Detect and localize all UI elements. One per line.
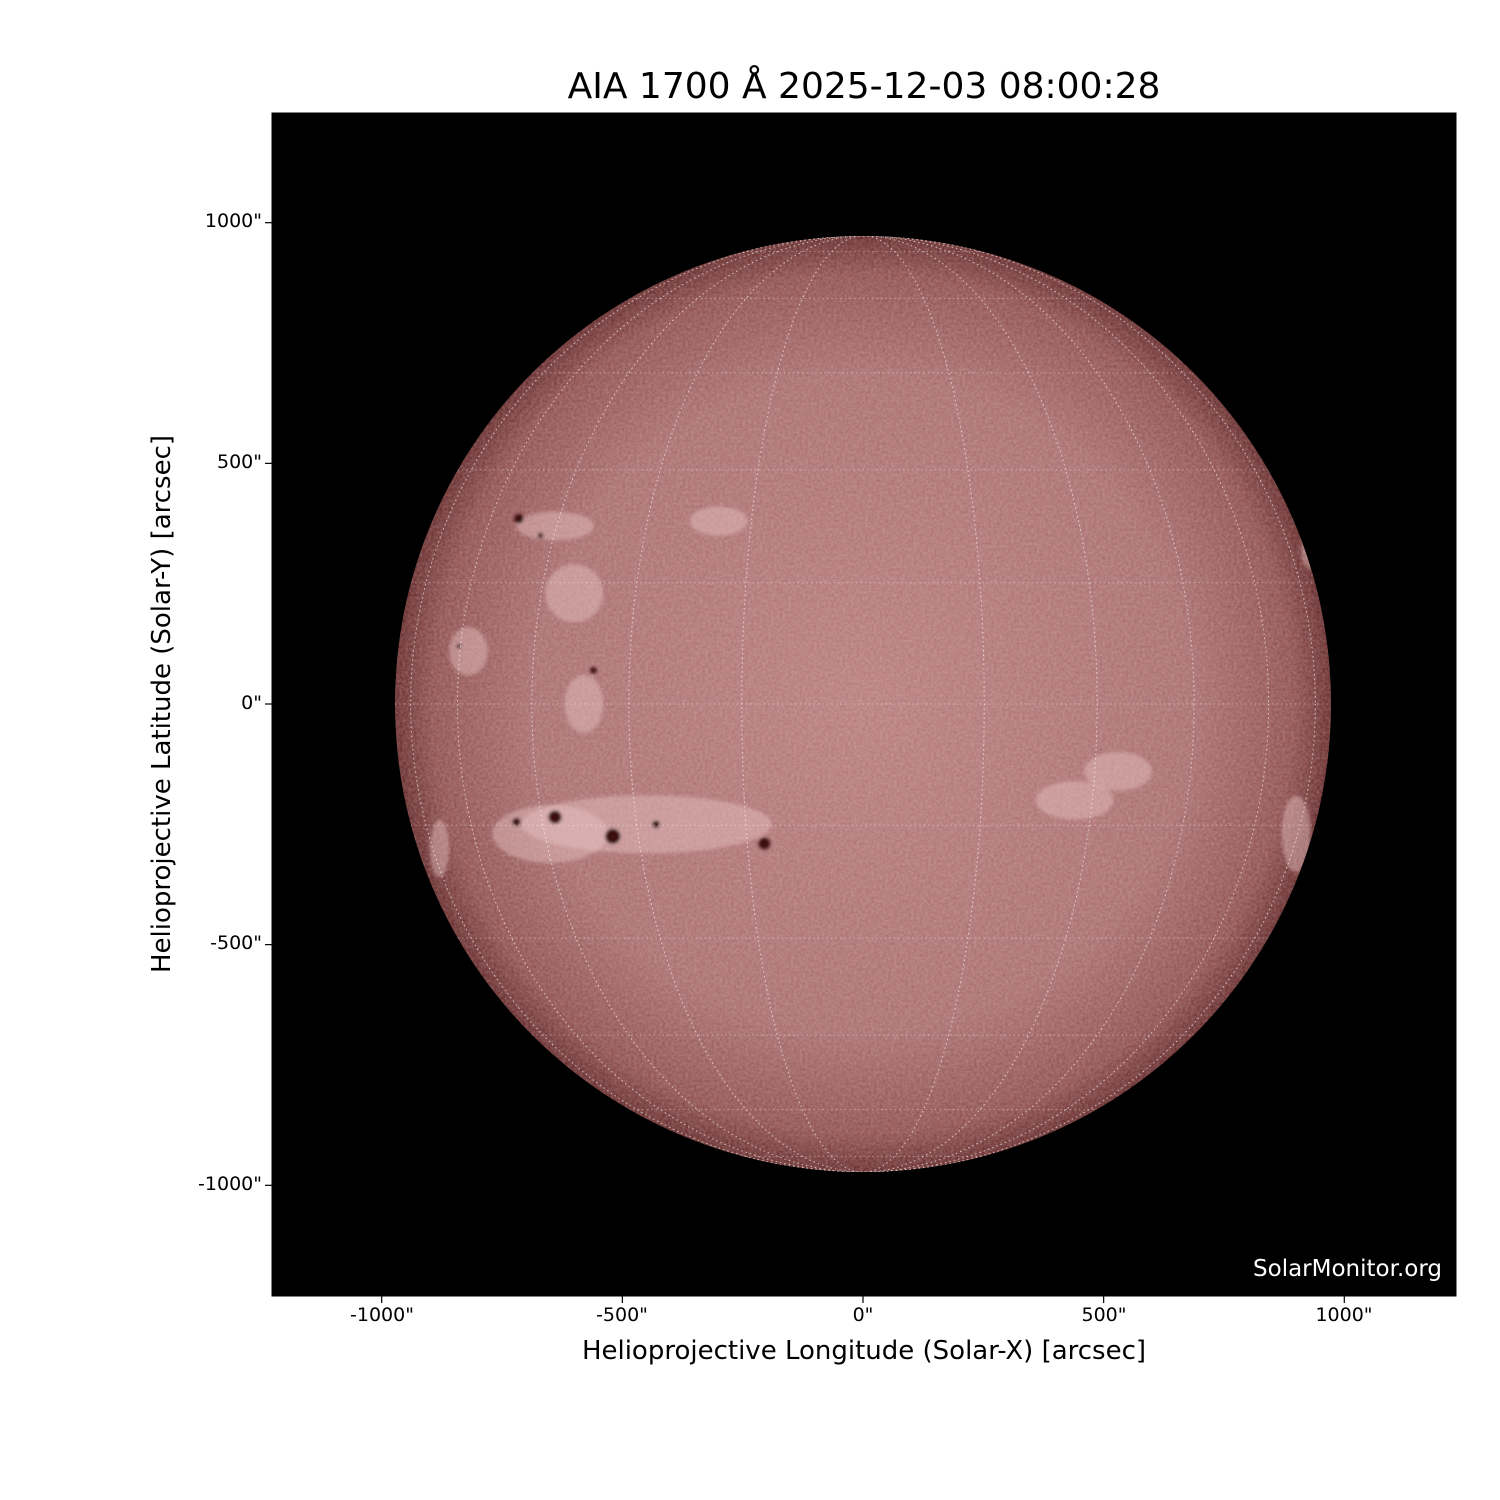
x-tick-label: -500": [596, 1304, 648, 1326]
longitude-line: [531, 236, 1195, 1172]
y-tick-label: 500": [216, 451, 262, 473]
longitude-line: [741, 236, 985, 1172]
longitude-line: [628, 236, 1098, 1172]
plage-region: [429, 819, 450, 878]
longitude-line: [531, 236, 1195, 1172]
heliographic-grid: [395, 236, 1331, 1172]
sunspot: [605, 828, 621, 845]
y-tick-label: -500": [210, 932, 262, 954]
sunspot: [514, 513, 524, 524]
axes-frame: [271, 112, 1457, 1297]
longitude-line: [456, 236, 1270, 1172]
granulation-texture: [395, 236, 1331, 1172]
longitude-line: [456, 236, 1270, 1172]
sunspot: [758, 837, 771, 850]
sunspot: [456, 643, 462, 649]
plage-region: [689, 506, 748, 536]
plage-region: [1036, 781, 1114, 820]
y-tick-label: 0": [241, 692, 262, 714]
plage-region: [492, 805, 608, 863]
x-axis-label: Helioprojective Longitude (Solar-X) [arc…: [581, 1336, 1147, 1366]
x-tick-label: -1000": [350, 1304, 414, 1326]
sunspot: [652, 820, 660, 829]
sunspot: [590, 666, 597, 674]
plage-region: [1084, 752, 1152, 791]
longitude-line: [741, 236, 985, 1172]
y-axis-label: Helioprojective Latitude (Solar-Y) [arcs…: [147, 434, 177, 974]
longitude-line: [410, 236, 1316, 1172]
longitude-line: [628, 236, 1098, 1172]
sunspot: [548, 810, 562, 824]
sunspot: [537, 532, 544, 539]
y-tick-label: -1000": [198, 1173, 262, 1195]
x-tick-label: 500": [1081, 1304, 1127, 1326]
x-tick-label: 1000": [1315, 1304, 1373, 1326]
plage-region: [1281, 795, 1311, 873]
plage-region: [545, 564, 604, 623]
y-tick-label: 1000": [204, 210, 262, 232]
longitude-line: [410, 236, 1316, 1172]
plot-title: AIA 1700 Å 2025-12-03 08:00:28: [567, 66, 1161, 107]
plage-region: [516, 511, 594, 541]
plage-region: [449, 626, 488, 676]
plage-region: [564, 675, 604, 733]
x-tick-label: 0": [852, 1304, 874, 1326]
sunspot: [512, 817, 521, 827]
watermark: SolarMonitor.org: [1253, 1256, 1442, 1282]
